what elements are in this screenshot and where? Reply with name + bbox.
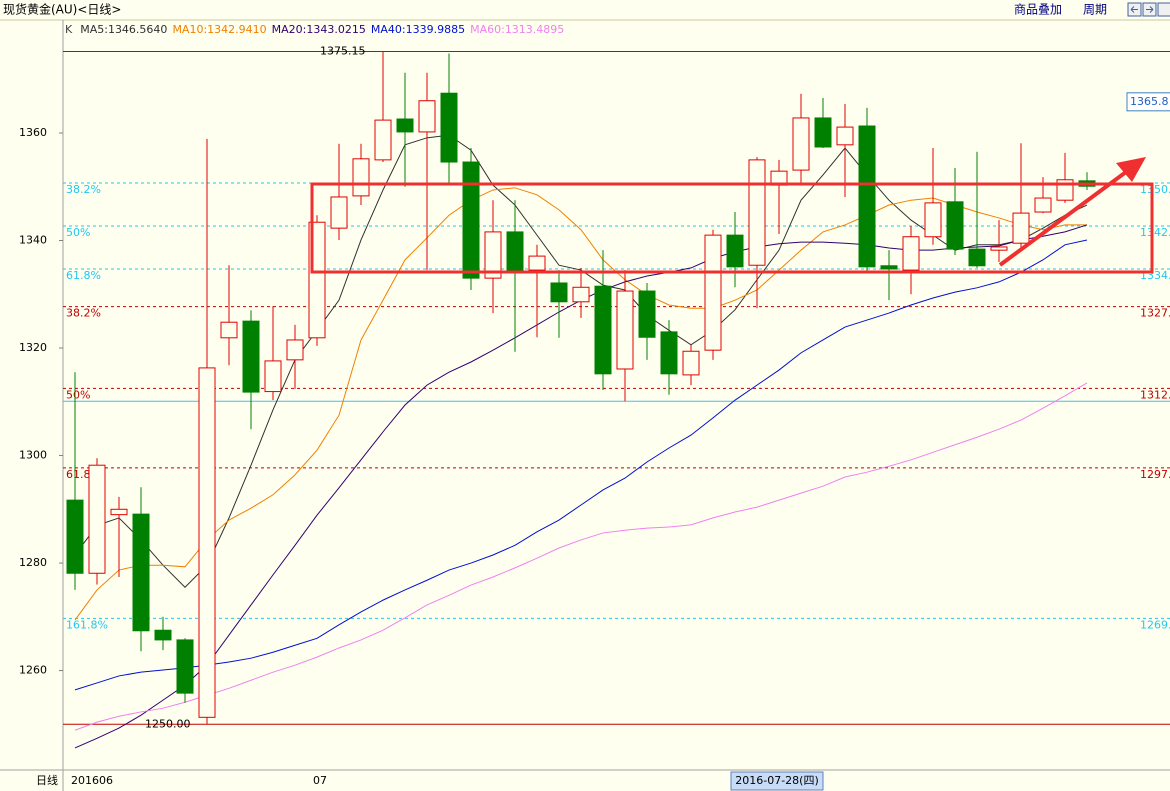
nav-left-icon	[1130, 6, 1138, 13]
candle-body	[946, 201, 964, 250]
fib-value: 1350.7	[1140, 183, 1170, 196]
candle-body	[880, 265, 898, 270]
fib-value: 1297.7	[1140, 468, 1170, 481]
legend-entry: MA5:1346.5640	[80, 23, 167, 36]
candle-body	[88, 464, 106, 574]
legend-entry: MA20:1343.0215	[272, 23, 366, 36]
candle-body	[550, 282, 568, 303]
candle-body	[220, 321, 238, 339]
candle-body	[462, 161, 480, 279]
nav-right-icon	[1146, 6, 1154, 13]
candle-body	[286, 339, 304, 361]
low-label: 1250.00	[145, 717, 191, 730]
legend-entry: MA40:1339.9885	[371, 23, 465, 36]
candle-body	[814, 117, 832, 148]
fib-value: 1342.7	[1140, 226, 1170, 239]
candle-body	[704, 234, 722, 351]
candle-body	[242, 320, 260, 393]
fib-value: 1312.5	[1140, 388, 1170, 401]
candle-body	[1012, 212, 1030, 244]
candle-body	[440, 92, 458, 163]
nav-up[interactable]	[1157, 2, 1170, 17]
x-tick-label: 07	[313, 774, 327, 787]
ma-line	[74, 239, 1088, 691]
ma-line	[74, 382, 1088, 731]
candle-body	[396, 118, 414, 133]
header-bar	[0, 0, 1170, 20]
y-tick-label: 1300	[19, 449, 47, 462]
fib-percent: 50%	[66, 226, 90, 239]
y-tick-label: 1340	[19, 234, 47, 247]
high-label: 1375.15	[320, 45, 366, 58]
candle-body	[660, 331, 678, 375]
x-tick-label: 201606	[71, 774, 113, 787]
candle-body	[924, 202, 942, 238]
legend-entry: MA60:1313.4895	[470, 23, 564, 36]
candle-body	[352, 158, 370, 197]
candle-body	[528, 255, 546, 271]
legend-prefix: K	[65, 23, 73, 36]
legend: K MA5:1346.5640 MA10:1342.9410 MA20:1343.02…	[65, 23, 564, 36]
candle-body	[154, 629, 172, 641]
range-box	[310, 182, 1154, 274]
candle-body	[836, 126, 854, 146]
candle-body	[572, 286, 590, 303]
candle-body	[132, 513, 150, 632]
legend-entry: MA10:1342.9410	[172, 23, 266, 36]
period-button[interactable]: 周期	[1083, 3, 1107, 17]
y-tick-label: 1320	[19, 341, 47, 354]
fib-percent: 61.8%	[66, 269, 101, 282]
candle-body	[682, 350, 700, 376]
fib-percent: 38.2%	[66, 307, 101, 320]
period-label: 日线	[36, 773, 58, 787]
candle-body	[748, 159, 766, 266]
fib-value: 1327.7	[1140, 307, 1170, 320]
fib-percent: 50%	[66, 388, 90, 401]
candle-body	[176, 639, 194, 694]
candle-body	[374, 119, 392, 161]
trend-arrow-head	[1116, 157, 1146, 182]
plot: 1375.15 1250.00 38.2% 1350.7 50% 1342.7 61.8% 1…	[63, 45, 1170, 749]
candle-body	[616, 290, 634, 370]
candle-body	[264, 360, 282, 393]
candle-body	[66, 499, 84, 574]
candle-body	[594, 285, 612, 375]
y-tick-label: 1360	[19, 126, 47, 139]
chart-title: 现货黄金(AU)<日线>	[3, 2, 121, 17]
candle-body	[858, 125, 876, 268]
candle-body	[726, 234, 744, 268]
candle-body	[990, 246, 1008, 251]
trend-arrow	[998, 170, 1128, 267]
candle-body	[1034, 197, 1052, 213]
candle-body	[198, 367, 216, 718]
candle-body	[330, 196, 348, 229]
candle-body	[902, 236, 920, 271]
cursor-price: 1365.8	[1130, 95, 1169, 108]
cursor-price-box	[1126, 92, 1170, 112]
y-tick-label: 1280	[19, 556, 47, 569]
cursor-date: 2016-07-28(四)	[735, 774, 819, 787]
fib-percent: 38.2%	[66, 183, 101, 196]
ma-line	[74, 187, 1087, 621]
candle-body	[792, 117, 810, 171]
candle-body	[506, 231, 524, 271]
candle-body	[968, 248, 986, 267]
candle-body	[638, 290, 656, 338]
overlay-button[interactable]: 商品叠加	[1014, 2, 1062, 17]
candle-body	[418, 100, 436, 133]
candle-body	[484, 231, 502, 279]
y-tick-label: 1260	[19, 664, 47, 677]
cursor-date-box	[730, 771, 824, 791]
fib-value: 1269.7	[1140, 618, 1170, 631]
fib-percent: 161.8%	[66, 618, 108, 631]
candle-body	[110, 508, 128, 516]
nav-buttons	[1127, 2, 1170, 17]
